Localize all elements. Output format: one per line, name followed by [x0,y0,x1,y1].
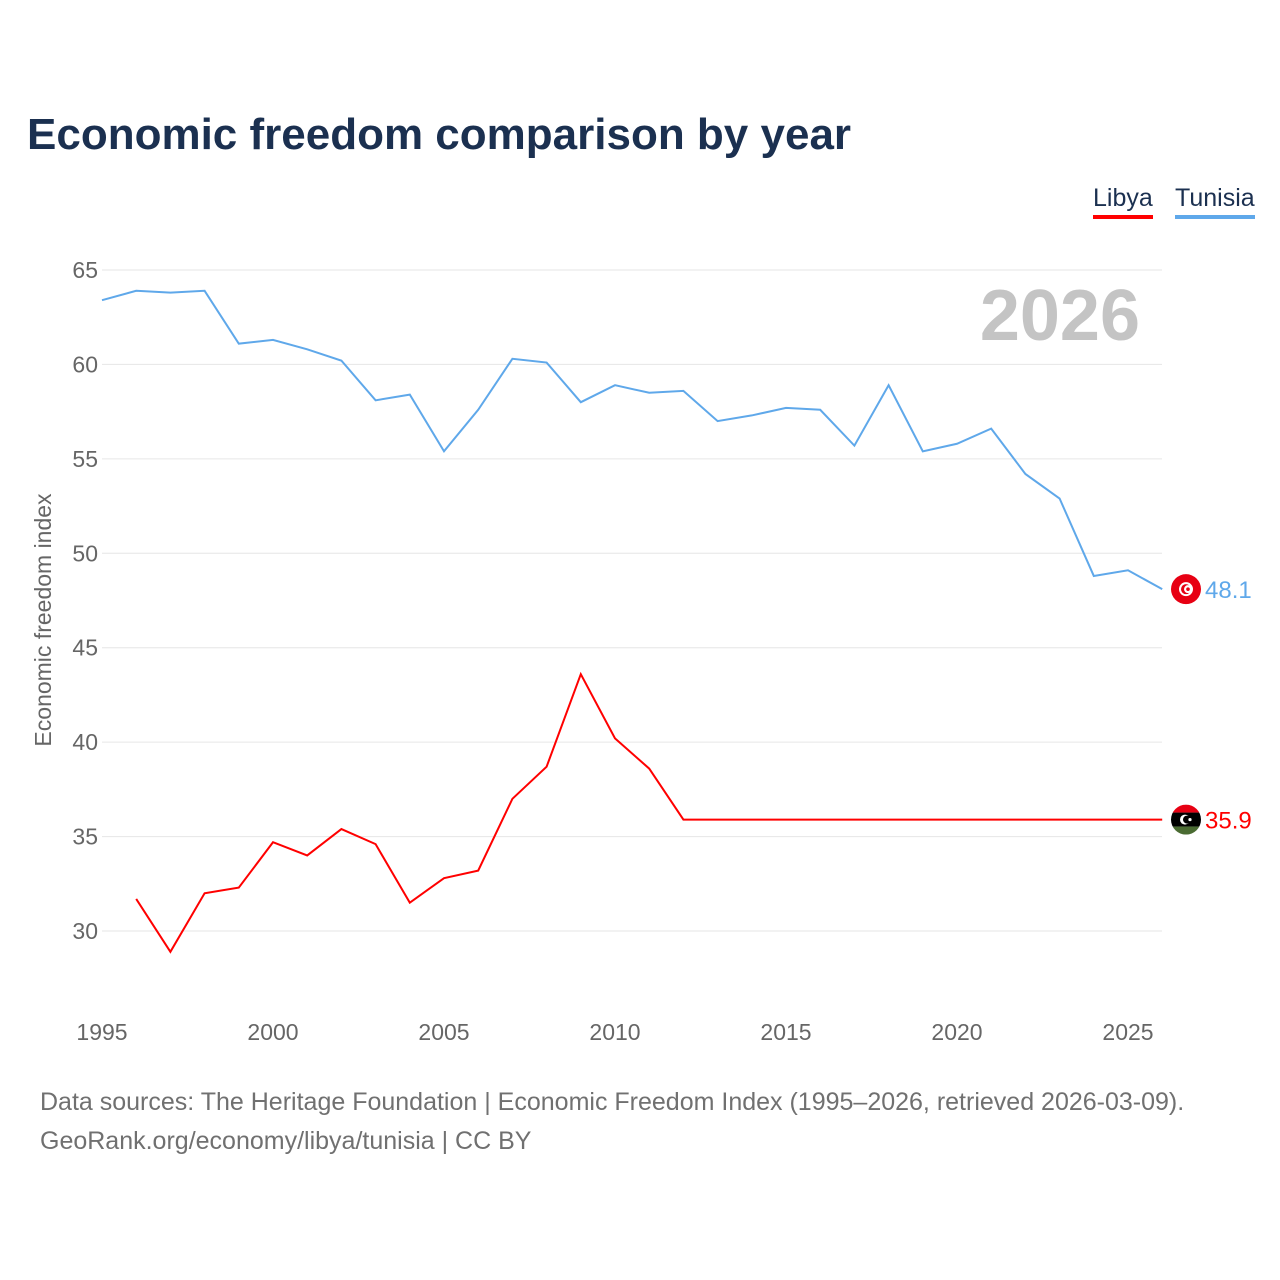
attribution-link[interactable]: GeoRank.org/economy/libya/tunisia | CC B… [40,1127,532,1155]
y-tick-label: 30 [72,918,98,944]
x-tick-label: 2005 [418,1019,469,1045]
end-value-label: 48.1 [1205,577,1252,604]
star [1188,817,1192,822]
series-line-tunisia [101,289,1163,591]
x-tick-label: 2015 [760,1019,811,1045]
legend-libya[interactable]: Libya [1093,184,1153,219]
y-axis-label: Economic freedom index [30,493,56,747]
y-tick-label: 50 [72,540,98,566]
y-tick-label: 60 [72,351,98,377]
star [1186,587,1190,591]
data-source-note: Data sources: The Heritage Foundation | … [40,1088,1185,1116]
y-tick-label: 40 [72,729,98,755]
x-tick-label: 2000 [247,1019,298,1045]
end-value-label: 35.9 [1205,808,1252,835]
x-tick-label: 2025 [1102,1019,1153,1045]
legend-tunisia[interactable]: Tunisia [1175,184,1255,219]
flag-stripe [1171,804,1201,813]
chart-title: Economic freedom comparison by year [27,110,852,159]
y-tick-label: 55 [72,446,98,472]
x-tick-label: 2020 [931,1019,982,1045]
year-watermark: 2026 [980,276,1140,356]
crescent-cut [1183,815,1191,824]
y-tick-label: 65 [72,257,98,283]
y-tick-label: 45 [72,635,98,661]
x-tick-label: 1995 [76,1019,127,1045]
x-tick-label: 2010 [589,1019,640,1045]
y-tick-label: 35 [72,824,98,850]
flag-stripe [1171,826,1201,835]
series-line-libya [135,671,1163,954]
